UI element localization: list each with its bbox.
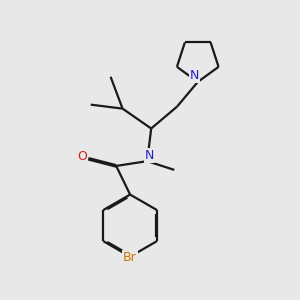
- Text: Br: Br: [123, 251, 137, 264]
- Text: N: N: [190, 70, 199, 83]
- Text: O: O: [77, 150, 87, 163]
- Text: N: N: [145, 149, 154, 162]
